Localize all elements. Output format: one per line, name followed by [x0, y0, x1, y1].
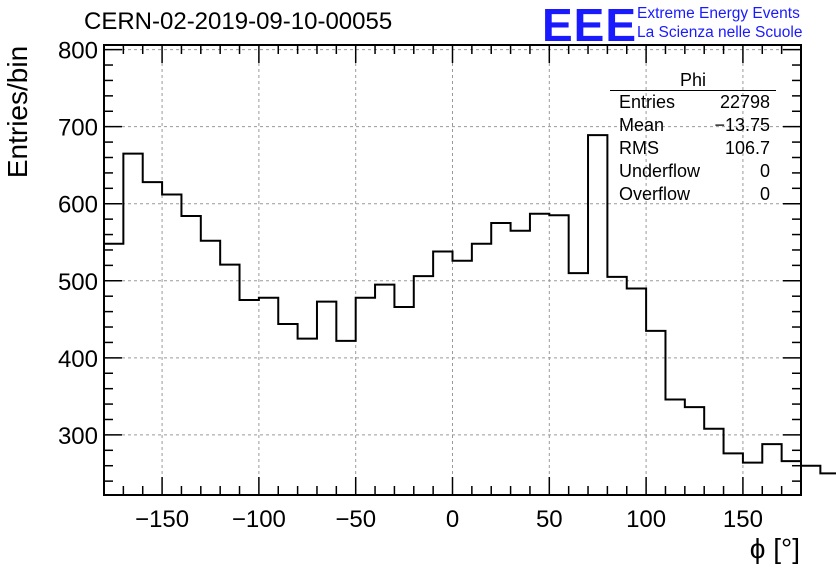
x-tick-label: 100	[626, 506, 666, 533]
y-tick-label: 800	[58, 38, 98, 65]
stats-row-entries: Entries 22798	[610, 91, 776, 114]
stats-label: Mean	[619, 115, 665, 135]
x-tick-label: −50	[335, 506, 376, 533]
tick-labels: −150 −100 −50 0 50 100 150 300 400 500 600 700 800	[58, 38, 763, 533]
x-tick-label: −150	[135, 506, 189, 533]
x-axis-label: ϕ [°]	[750, 533, 800, 564]
stats-value: 22798	[719, 92, 770, 112]
stats-value: 0	[759, 161, 770, 181]
stats-row-overflow: Overflow 0	[610, 183, 776, 206]
stats-label: Overflow	[619, 184, 691, 204]
y-tick-label: 700	[58, 115, 98, 142]
y-tick-label: 300	[58, 423, 98, 450]
stats-label: RMS	[619, 138, 659, 158]
logo-caption-line1: Extreme Energy Events	[637, 5, 800, 22]
y-tick-label: 500	[58, 269, 98, 296]
chart-title: CERN-02-2019-09-10-00055	[84, 8, 393, 35]
stats-label: Underflow	[619, 161, 701, 181]
stats-value: 106.7	[724, 138, 770, 158]
eee-logo: EEE	[542, 0, 638, 51]
stats-value: −13.75	[714, 115, 770, 135]
x-tick-label: −100	[232, 506, 286, 533]
logo-caption-line2: La Scienza nelle Scuole	[637, 24, 803, 41]
y-tick-label: 400	[58, 346, 98, 373]
stats-box: Phi Entries 22798 Mean −13.75 RMS 106.7 …	[610, 70, 776, 206]
plot-frame	[103, 44, 802, 496]
stats-label: Entries	[619, 92, 676, 112]
stats-row-rms: RMS 106.7	[610, 137, 776, 160]
axis-ticks	[104, 45, 801, 495]
logo-caption: Extreme Energy Events La Scienza nelle S…	[637, 4, 802, 42]
stats-name: Phi	[610, 70, 776, 91]
y-tick-label: 600	[58, 192, 98, 219]
histogram-step-line	[104, 134, 836, 475]
stats-row-mean: Mean −13.75	[610, 114, 776, 137]
x-tick-label: 0	[446, 506, 459, 533]
x-tick-label: 50	[536, 506, 563, 533]
stats-value: 0	[759, 184, 770, 204]
stats-row-underflow: Underflow 0	[610, 160, 776, 183]
x-tick-label: 150	[723, 506, 763, 533]
